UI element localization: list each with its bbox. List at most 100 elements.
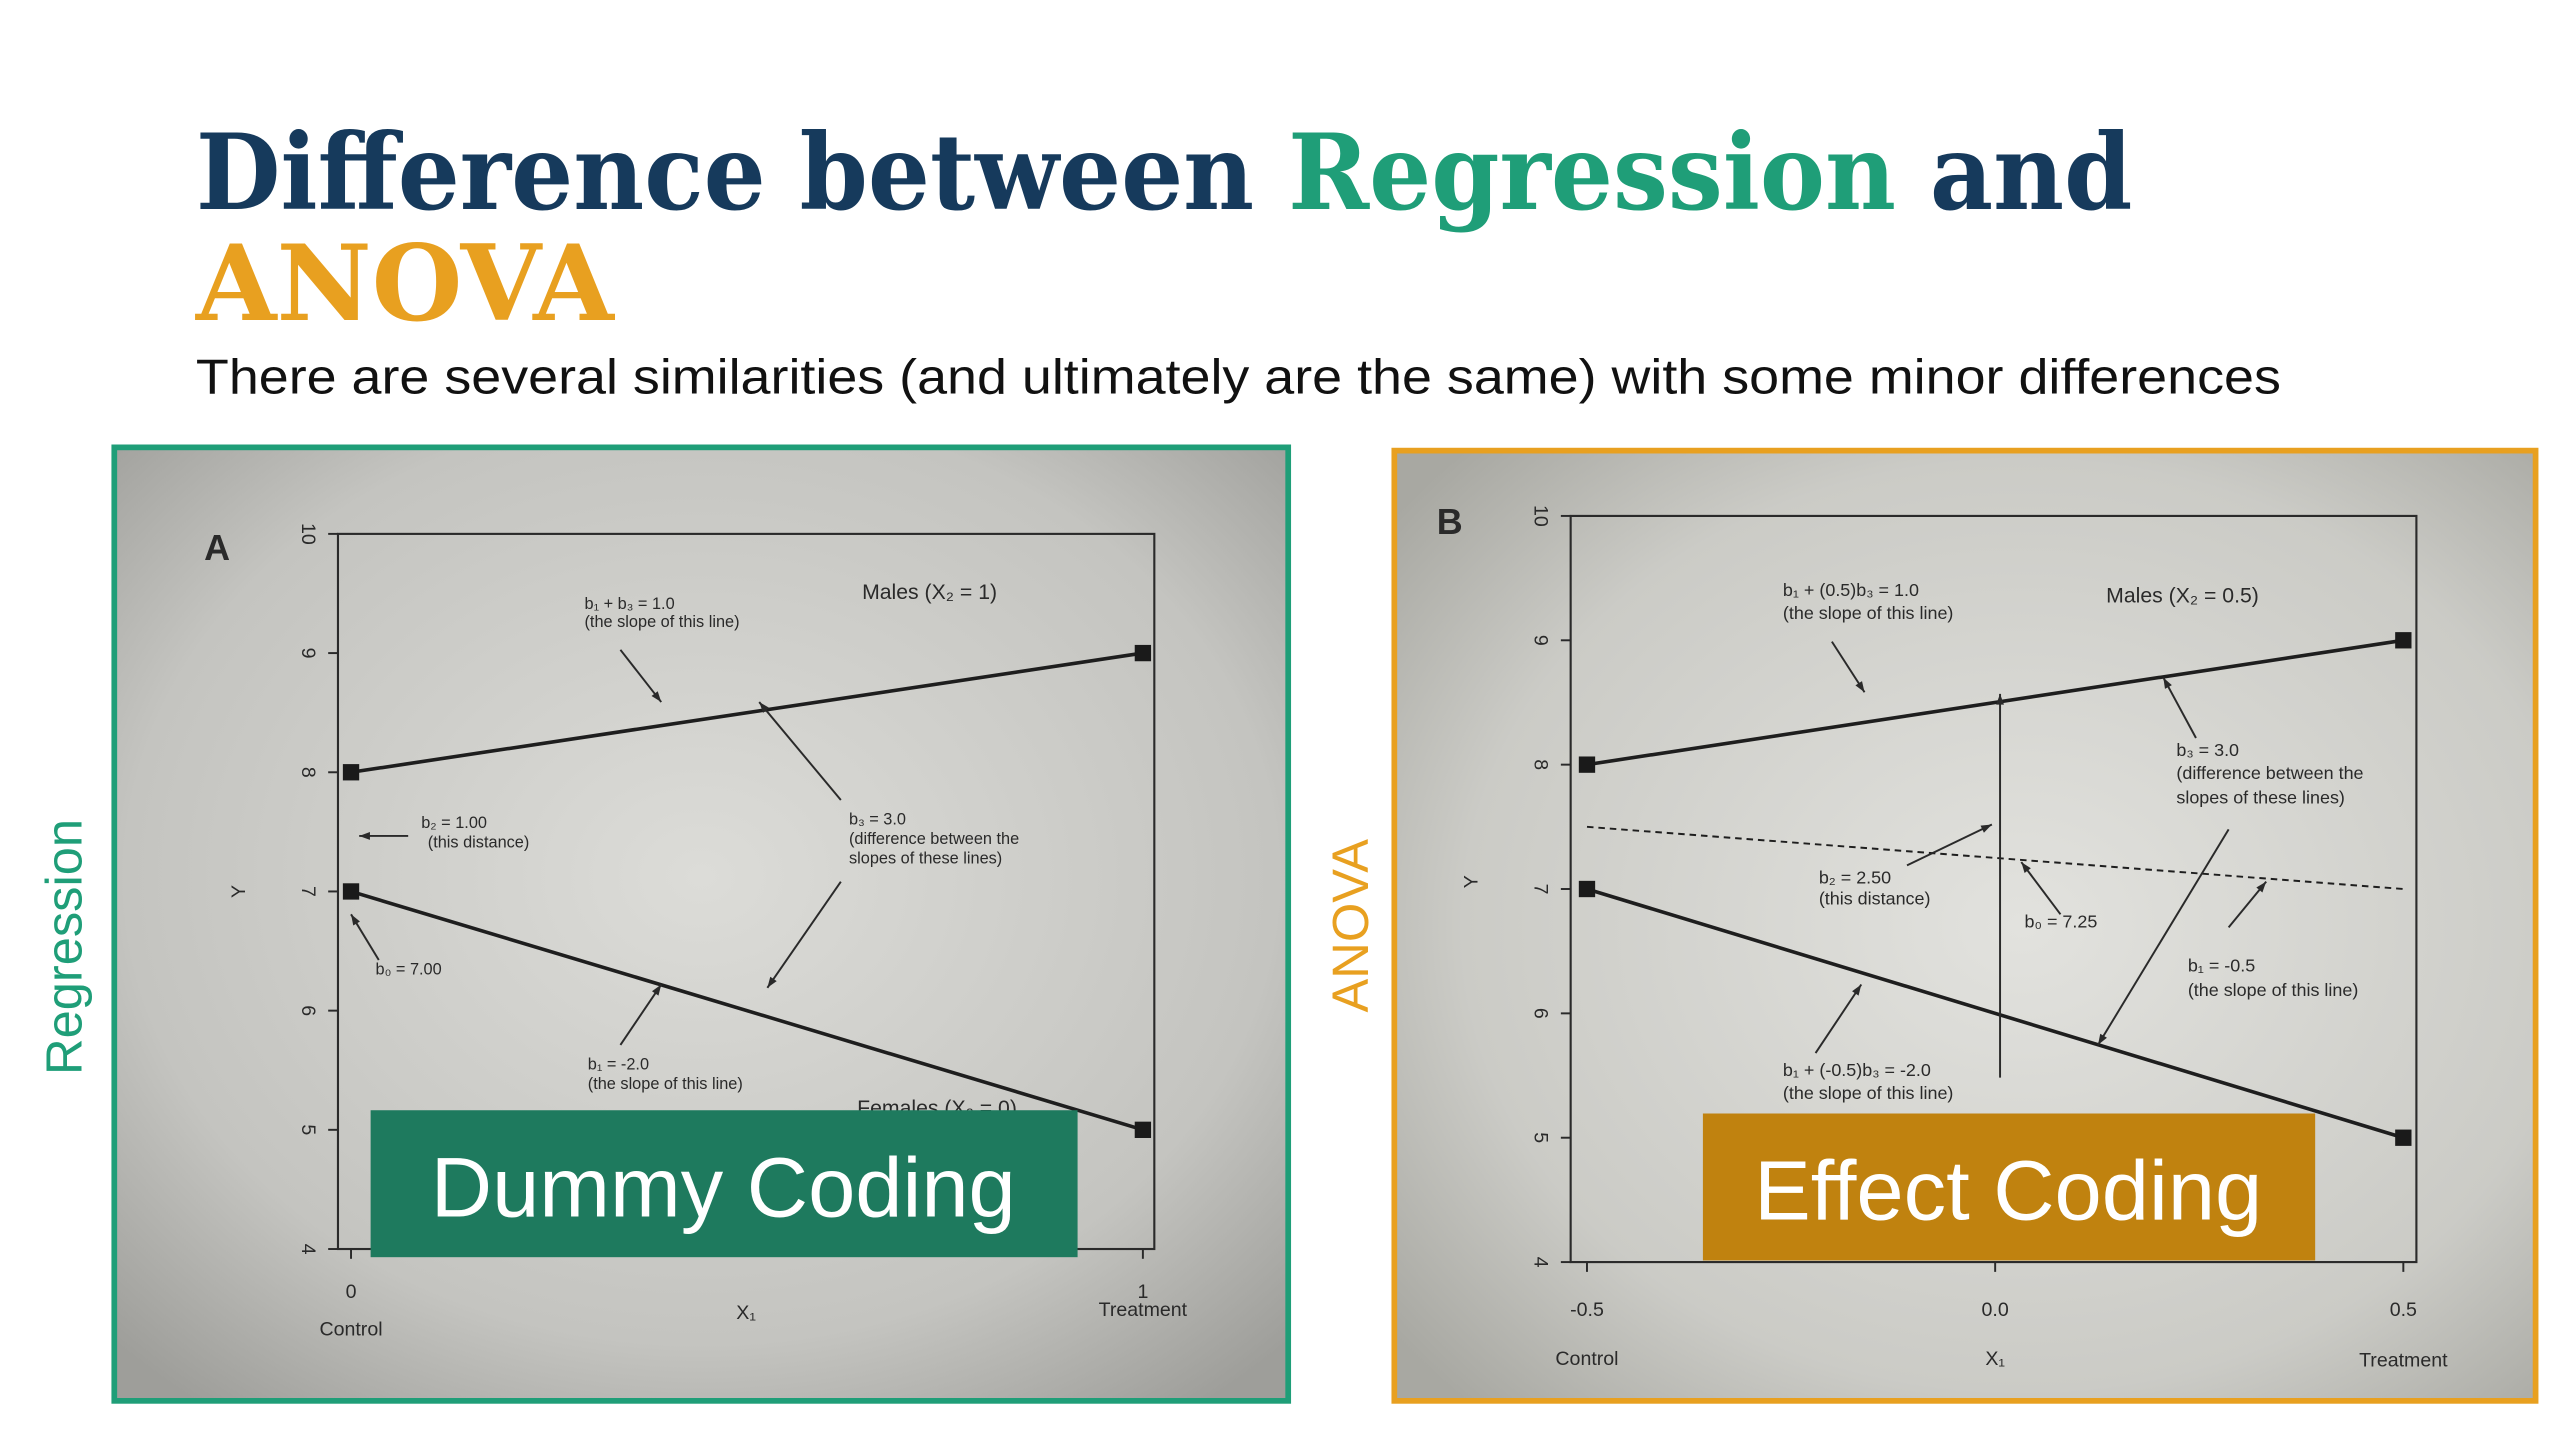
arrow-head	[359, 832, 370, 840]
photo-frame	[111, 444, 1292, 1404]
x-axis-label: X₁	[1985, 1348, 2005, 1370]
annotation: b₂ = 1.00	[421, 814, 487, 832]
regression-line	[350, 889, 1144, 1132]
annotation: b₁ = -2.0	[588, 1055, 649, 1073]
y-tick-label: 9	[297, 648, 319, 659]
x-axis-label: X₁	[736, 1302, 756, 1324]
point-marker	[342, 883, 360, 900]
arrow-shaft	[1906, 823, 1993, 867]
subtitle: There are several similarities (and ulti…	[196, 350, 2281, 404]
arrow-head	[1855, 681, 1865, 693]
arrow-head	[2163, 677, 2172, 689]
annotation: (this distance)	[428, 833, 530, 851]
arrow-head	[2256, 881, 2267, 893]
annotation: (difference between the	[849, 830, 1019, 848]
overlays: Dummy Coding Effect Coding	[370, 1110, 2316, 1261]
annotation: (difference between the	[2176, 763, 2363, 783]
annotation: b₀ = 7.00	[376, 961, 442, 979]
arrow-head	[651, 984, 662, 996]
y-tick-label: 7	[1530, 884, 1552, 895]
overlay-label: Effect Coding	[1754, 1143, 2262, 1238]
x-end-label: Treatment	[1099, 1299, 1188, 1321]
x-tick-label: 1	[1137, 1281, 1148, 1303]
annotation: b₁ = -0.5	[2188, 955, 2255, 975]
regression-line	[1586, 638, 2404, 767]
y-axis-label: Y	[228, 885, 250, 898]
annotation: (the slope of this line)	[588, 1075, 743, 1093]
annotation: b₂ = 2.50	[1819, 867, 1891, 887]
arrow-shaft	[758, 701, 842, 801]
y-tick-label: 6	[297, 1005, 319, 1016]
arrow-head	[759, 702, 770, 713]
y-tick-label: 10	[1530, 505, 1552, 527]
title-line-2: ANOVA	[195, 222, 616, 345]
point-marker	[2395, 632, 2412, 649]
arrow-shaft	[2020, 861, 2062, 915]
arrow-shaft	[619, 983, 663, 1046]
y-tick-label: 4	[1530, 1257, 1552, 1268]
arrow-head	[767, 976, 777, 988]
y-tick-label: 5	[297, 1124, 319, 1135]
arrow-head	[651, 691, 662, 703]
title-line-1: Difference between Regression and	[196, 111, 2132, 234]
figure-letter: A	[204, 527, 230, 568]
y-tick-label: 6	[1530, 1008, 1552, 1019]
arrow-head	[1852, 984, 1862, 996]
side-label: Regression	[36, 819, 93, 1075]
annotation: b₁ + (-0.5)b₃ = -2.0	[1783, 1060, 1931, 1080]
point-marker	[1134, 644, 1152, 662]
overlay-box	[1702, 1113, 2316, 1261]
y-tick-label: 8	[297, 767, 319, 778]
annotation: (the slope of this line)	[585, 613, 740, 631]
side-label: ANOVA	[1322, 839, 1379, 1013]
regression-line	[1586, 887, 2404, 1140]
point-marker	[1578, 880, 1596, 898]
line-label: Males (X₂ = 0.5)	[2106, 584, 2259, 607]
line-label: Males (X₂ = 1)	[862, 581, 997, 604]
figure-letter: B	[1437, 501, 1463, 542]
annotation: (the slope of this line)	[2188, 980, 2359, 1000]
arrow-head	[2098, 1033, 2107, 1045]
x-tick-label: -0.5	[1570, 1299, 1604, 1321]
overlay-box	[370, 1110, 1078, 1258]
arrow-shaft	[766, 881, 842, 989]
title-highlight: Regression	[1288, 111, 1896, 234]
annotation: slopes of these lines)	[2176, 787, 2345, 807]
annotation: b₁ + (0.5)b₃ = 1.0	[1783, 580, 1919, 600]
title-part: Difference between	[196, 111, 1254, 234]
annotation: (the slope of this line)	[1783, 603, 1954, 623]
arrow-head	[1996, 693, 2004, 705]
annotation: b₃ = 3.0	[849, 811, 906, 829]
annotation: b₀ = 7.25	[2025, 911, 2098, 931]
y-axis-label: Y	[1461, 875, 1483, 888]
y-tick-label: 8	[1530, 759, 1552, 770]
x-end-label: Control	[1555, 1348, 1618, 1370]
point-marker	[1134, 1121, 1152, 1138]
annotation: slopes of these lines)	[849, 850, 1002, 868]
y-tick-label: 5	[1530, 1132, 1552, 1143]
x-tick-label: 0.0	[1982, 1299, 2009, 1321]
x-tick-label: 0.5	[2390, 1299, 2417, 1321]
y-tick-label: 4	[297, 1244, 319, 1255]
point-marker	[1578, 756, 1596, 773]
arrow-head	[1980, 824, 1992, 833]
arrow-shaft	[2097, 828, 2230, 1046]
arrow-head	[2021, 862, 2031, 874]
arrow-shaft	[1814, 983, 1863, 1054]
point-marker	[342, 764, 360, 781]
x-tick-label: 0	[346, 1281, 357, 1303]
slide-content: Difference between Regression and ANOVA …	[36, 111, 2539, 1404]
annotation: b₁ + b₃ = 1.0	[585, 595, 675, 613]
x-end-label: Control	[319, 1319, 382, 1341]
regression-line	[350, 651, 1144, 775]
overlay-label: Dummy Coding	[431, 1139, 1016, 1234]
annotation: (this distance)	[1819, 889, 1931, 909]
y-tick-label: 7	[297, 886, 319, 897]
x-end-label: Treatment	[2359, 1350, 2448, 1372]
arrow-shaft	[2162, 677, 2197, 739]
arrow-head	[351, 914, 360, 926]
figures: A Y X₁ 4 5 6 7 8 9 10 0 1 Control Treatment Males (X₂ …	[204, 501, 2448, 1372]
